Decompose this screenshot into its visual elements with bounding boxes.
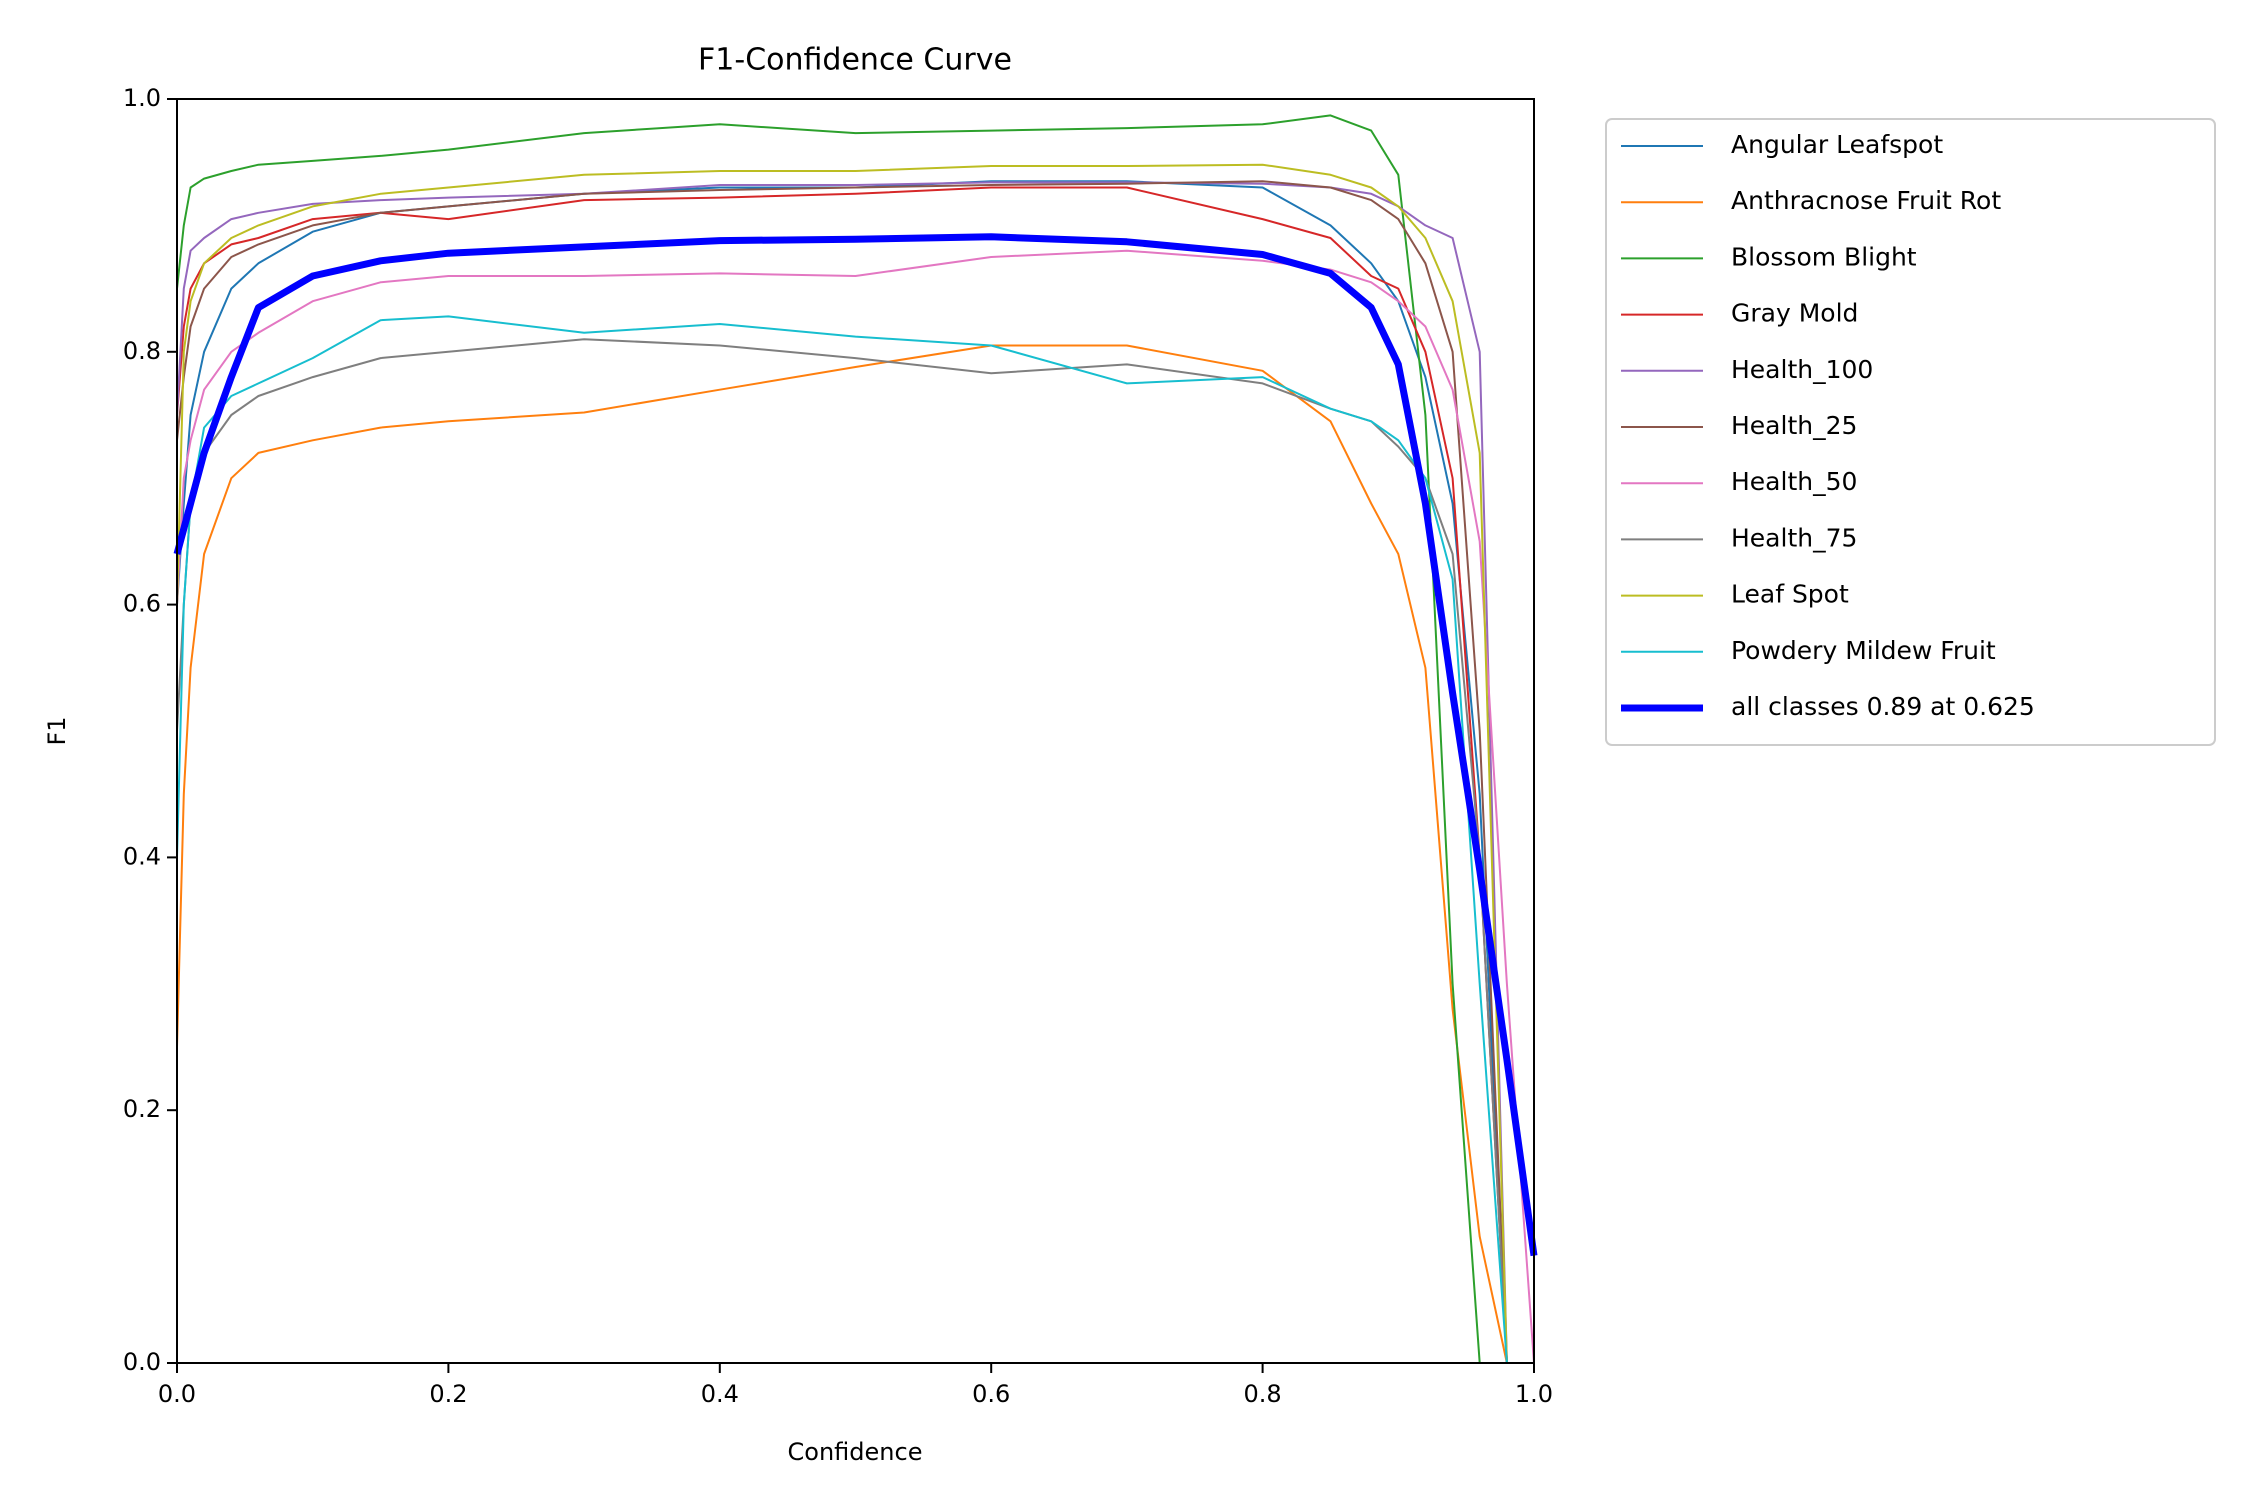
x-tick-label: 1.0 (1515, 1380, 1553, 1408)
series-line (176, 344, 1534, 1364)
legend-label: Health_50 (1731, 467, 1857, 496)
y-tick-label: 0.6 (123, 590, 161, 618)
y-tick-label: 0.2 (123, 1095, 161, 1123)
legend-label: Blossom Blight (1731, 242, 1917, 271)
y-tick-label: 1.0 (123, 84, 161, 112)
series-line (176, 180, 1534, 1364)
legend-box (1605, 118, 2216, 746)
series-line (176, 186, 1534, 1364)
x-tick-label: 0.8 (1244, 1380, 1282, 1408)
legend-label: Leaf Spot (1731, 580, 1849, 609)
series-line (176, 163, 1534, 1364)
series-line (173, 233, 1538, 1257)
legend-label: Health_100 (1731, 355, 1873, 384)
legend-label: Gray Mold (1731, 299, 1858, 328)
legend-label: Anthracnose Fruit Rot (1731, 186, 2001, 215)
axes-frame (176, 98, 1535, 1364)
y-tick-label: 0.0 (123, 1348, 161, 1376)
legend: Angular Leafspot Anthracnose Fruit Rot Blo… (1621, 130, 2035, 721)
x-tick-label: 0.2 (429, 1380, 467, 1408)
x-tick-label: 0.4 (701, 1380, 739, 1408)
x-tick-label: 0.6 (972, 1380, 1010, 1408)
x-axis-label: Confidence (788, 1438, 923, 1466)
series-line (176, 338, 1534, 1364)
y-tick-label: 0.4 (123, 842, 161, 870)
legend-label: Powdery Mildew Fruit (1731, 636, 1996, 665)
series-line (176, 114, 1534, 1364)
plot-area (173, 114, 1538, 1364)
legend-label: all classes 0.89 at 0.625 (1731, 692, 2035, 721)
series-line (176, 249, 1535, 1364)
x-tick-label: 0.0 (158, 1380, 196, 1408)
series-line (176, 181, 1534, 1364)
y-tick-label: 0.8 (123, 337, 161, 365)
legend-label: Angular Leafspot (1731, 130, 1943, 159)
chart-title: F1-Confidence Curve (698, 43, 1012, 78)
legend-label: Health_25 (1731, 411, 1857, 440)
y-axis-label: F1 (43, 716, 71, 745)
series-line (176, 315, 1534, 1364)
legend-label: Health_75 (1731, 523, 1857, 552)
